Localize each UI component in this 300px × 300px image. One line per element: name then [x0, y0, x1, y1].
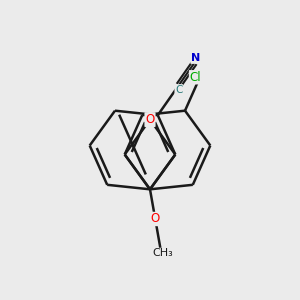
- Text: Cl: Cl: [190, 71, 201, 84]
- Text: N: N: [191, 53, 200, 63]
- Text: CH₃: CH₃: [152, 248, 173, 258]
- Text: C: C: [175, 85, 182, 95]
- Text: O: O: [151, 212, 160, 226]
- Text: O: O: [146, 113, 154, 126]
